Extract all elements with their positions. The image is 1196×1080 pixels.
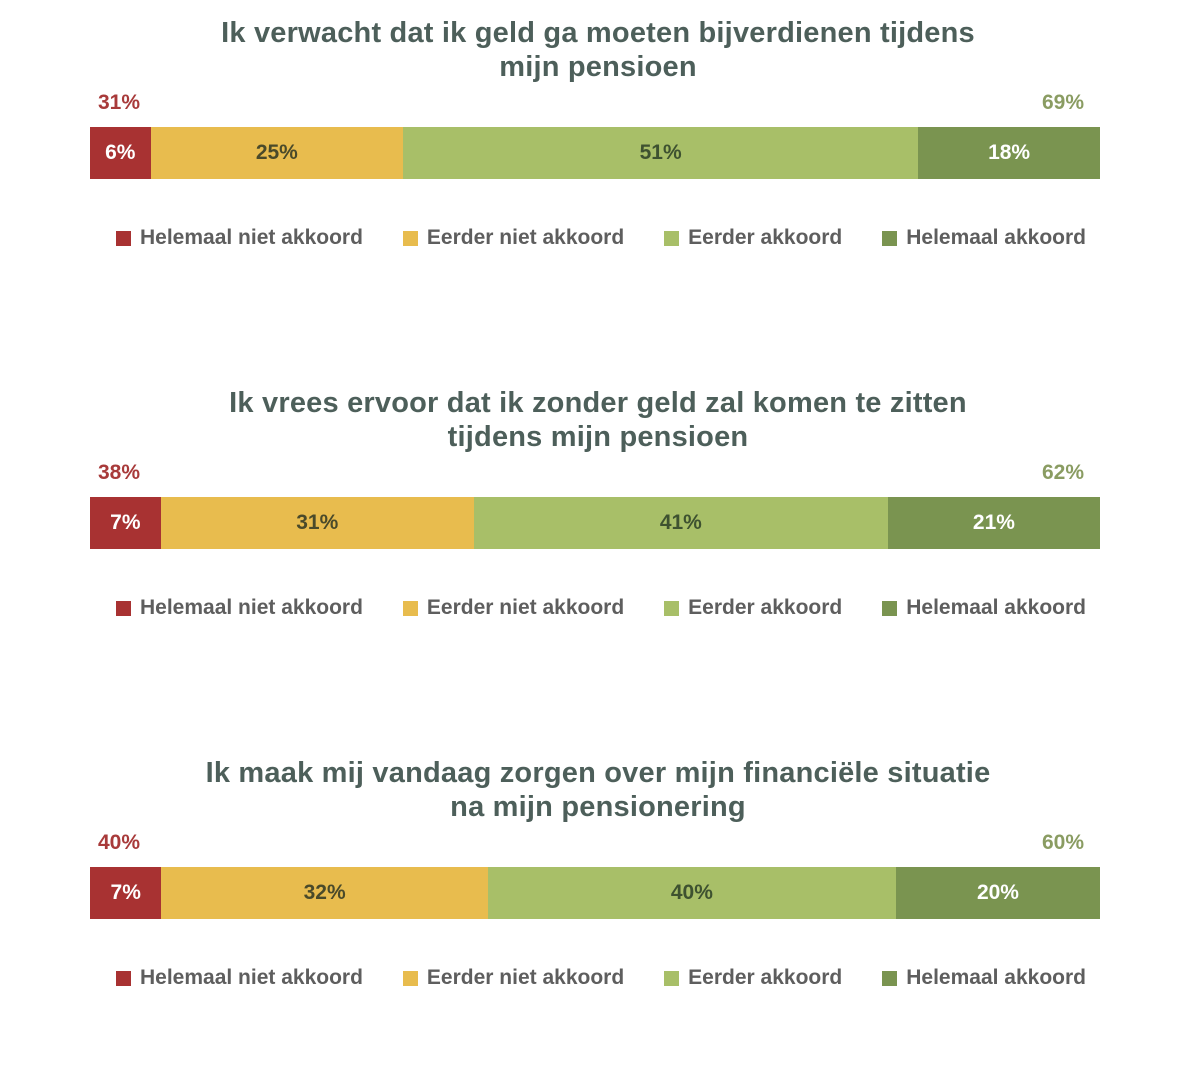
legend-label: Helemaal akkoord xyxy=(906,226,1086,249)
legend: Helemaal niet akkoord Eerder niet akkoord… xyxy=(116,596,1086,620)
total-agree-label: 69% xyxy=(1041,91,1084,114)
legend-item-eerder-akkoord: Eerder akkoord xyxy=(664,226,842,250)
legend-swatch xyxy=(116,600,131,616)
bar-segment-eerder-niet-akkoord: 32% xyxy=(161,867,488,919)
legend-swatch xyxy=(116,230,131,246)
legend-swatch xyxy=(882,600,898,616)
segment-value-label: 6% xyxy=(105,141,136,164)
legend-item-helemaal-akkoord: Helemaal akkoord xyxy=(882,226,1086,250)
legend-item-eerder-niet-akkoord: Eerder niet akkoord xyxy=(402,596,625,620)
bar-segment-helemaal-akkoord: 21% xyxy=(887,497,1100,549)
segment-value-label: 40% xyxy=(670,881,713,904)
total-agree-label: 62% xyxy=(1041,461,1084,484)
chart-title-line: Ik maak mij vandaag zorgen over mijn fin… xyxy=(205,757,991,789)
legend-item-helemaal-akkoord: Helemaal akkoord xyxy=(882,596,1086,620)
total-disagree-label: 40% xyxy=(98,831,141,854)
segment-value-label: 31% xyxy=(296,511,339,534)
legend-item-helemaal-niet-akkoord: Helemaal niet akkoord xyxy=(116,596,363,620)
segment-value-label: 18% xyxy=(988,141,1031,164)
legend-item-helemaal-niet-akkoord: Helemaal niet akkoord xyxy=(116,966,363,990)
segment-value-label: 32% xyxy=(303,881,346,904)
legend-item-eerder-niet-akkoord: Eerder niet akkoord xyxy=(402,226,625,250)
legend-label: Eerder akkoord xyxy=(688,596,843,619)
segment-value-label: 21% xyxy=(972,511,1015,534)
chart-title: Ik maak mij vandaag zorgen over mijn fin… xyxy=(0,756,1196,824)
bar-segment-eerder-akkoord: 51% xyxy=(403,127,919,179)
legend-item-eerder-niet-akkoord: Eerder niet akkoord xyxy=(402,966,625,990)
legend-label: Eerder akkoord xyxy=(688,966,843,989)
legend-label: Eerder akkoord xyxy=(688,226,843,249)
segment-value-label: 7% xyxy=(110,511,141,534)
legend-item-eerder-akkoord: Eerder akkoord xyxy=(664,966,842,990)
chart-title: Ik vrees ervoor dat ik zonder geld zal k… xyxy=(0,386,1196,454)
legend-label: Eerder niet akkoord xyxy=(426,596,625,619)
legend-swatch xyxy=(664,230,680,246)
legend-label: Eerder niet akkoord xyxy=(426,966,625,989)
bar-segment-eerder-niet-akkoord: 25% xyxy=(150,127,404,179)
chart-3: Ik maak mij vandaag zorgen over mijn fin… xyxy=(0,740,1196,1080)
bar-segment-eerder-akkoord: 41% xyxy=(473,497,888,549)
legend-swatch xyxy=(664,600,680,616)
segment-value-label: 25% xyxy=(255,141,298,164)
legend-label: Helemaal niet akkoord xyxy=(140,966,363,989)
stacked-bar: 6% 25% 51% 18% xyxy=(90,127,1100,179)
total-agree-label: 60% xyxy=(1041,831,1084,854)
bar-segment-helemaal-niet-akkoord: 7% xyxy=(90,867,162,919)
legend-swatch xyxy=(116,970,131,986)
bar-segment-helemaal-akkoord: 18% xyxy=(918,127,1100,179)
legend-swatch xyxy=(882,970,898,986)
legend-label: Helemaal akkoord xyxy=(906,966,1086,989)
legend: Helemaal niet akkoord Eerder niet akkoord… xyxy=(116,226,1086,250)
legend-item-helemaal-akkoord: Helemaal akkoord xyxy=(882,966,1086,990)
legend-item-helemaal-niet-akkoord: Helemaal niet akkoord xyxy=(116,226,363,250)
stacked-bar: 7% 32% 40% 20% xyxy=(90,867,1100,919)
segment-value-label: 51% xyxy=(639,141,682,164)
legend-swatch xyxy=(882,230,898,246)
chart-title-line: tijdens mijn pensioen xyxy=(447,421,749,453)
legend-swatch xyxy=(664,970,680,986)
bar-segment-eerder-niet-akkoord: 31% xyxy=(160,497,474,549)
legend-label: Helemaal niet akkoord xyxy=(140,226,363,249)
bar-segment-helemaal-niet-akkoord: 6% xyxy=(90,127,151,179)
legend-swatch xyxy=(402,600,418,616)
chart-title: Ik verwacht dat ik geld ga moeten bijver… xyxy=(0,16,1196,84)
legend-swatch xyxy=(402,230,418,246)
chart-title-line: mijn pensioen xyxy=(499,51,697,83)
legend-label: Helemaal niet akkoord xyxy=(140,596,363,619)
stacked-bar: 7% 31% 41% 21% xyxy=(90,497,1100,549)
legend-swatch xyxy=(402,970,418,986)
legend-item-eerder-akkoord: Eerder akkoord xyxy=(664,596,842,620)
bar-segment-helemaal-niet-akkoord: 7% xyxy=(90,497,161,549)
chart-title-line: Ik verwacht dat ik geld ga moeten bijver… xyxy=(221,17,975,49)
bar-segment-eerder-akkoord: 40% xyxy=(487,867,896,919)
segment-value-label: 7% xyxy=(110,881,141,904)
segment-value-label: 20% xyxy=(976,881,1019,904)
total-disagree-label: 38% xyxy=(98,461,141,484)
segment-value-label: 41% xyxy=(659,511,702,534)
chart-title-line: Ik vrees ervoor dat ik zonder geld zal k… xyxy=(229,387,967,419)
legend-label: Eerder niet akkoord xyxy=(426,226,625,249)
legend-label: Helemaal akkoord xyxy=(906,596,1086,619)
chart-2: Ik vrees ervoor dat ik zonder geld zal k… xyxy=(0,370,1196,710)
total-disagree-label: 31% xyxy=(98,91,141,114)
chart-1: Ik verwacht dat ik geld ga moeten bijver… xyxy=(0,0,1196,340)
bar-segment-helemaal-akkoord: 20% xyxy=(895,867,1100,919)
legend: Helemaal niet akkoord Eerder niet akkoord… xyxy=(116,966,1086,990)
chart-title-line: na mijn pensionering xyxy=(450,791,746,823)
